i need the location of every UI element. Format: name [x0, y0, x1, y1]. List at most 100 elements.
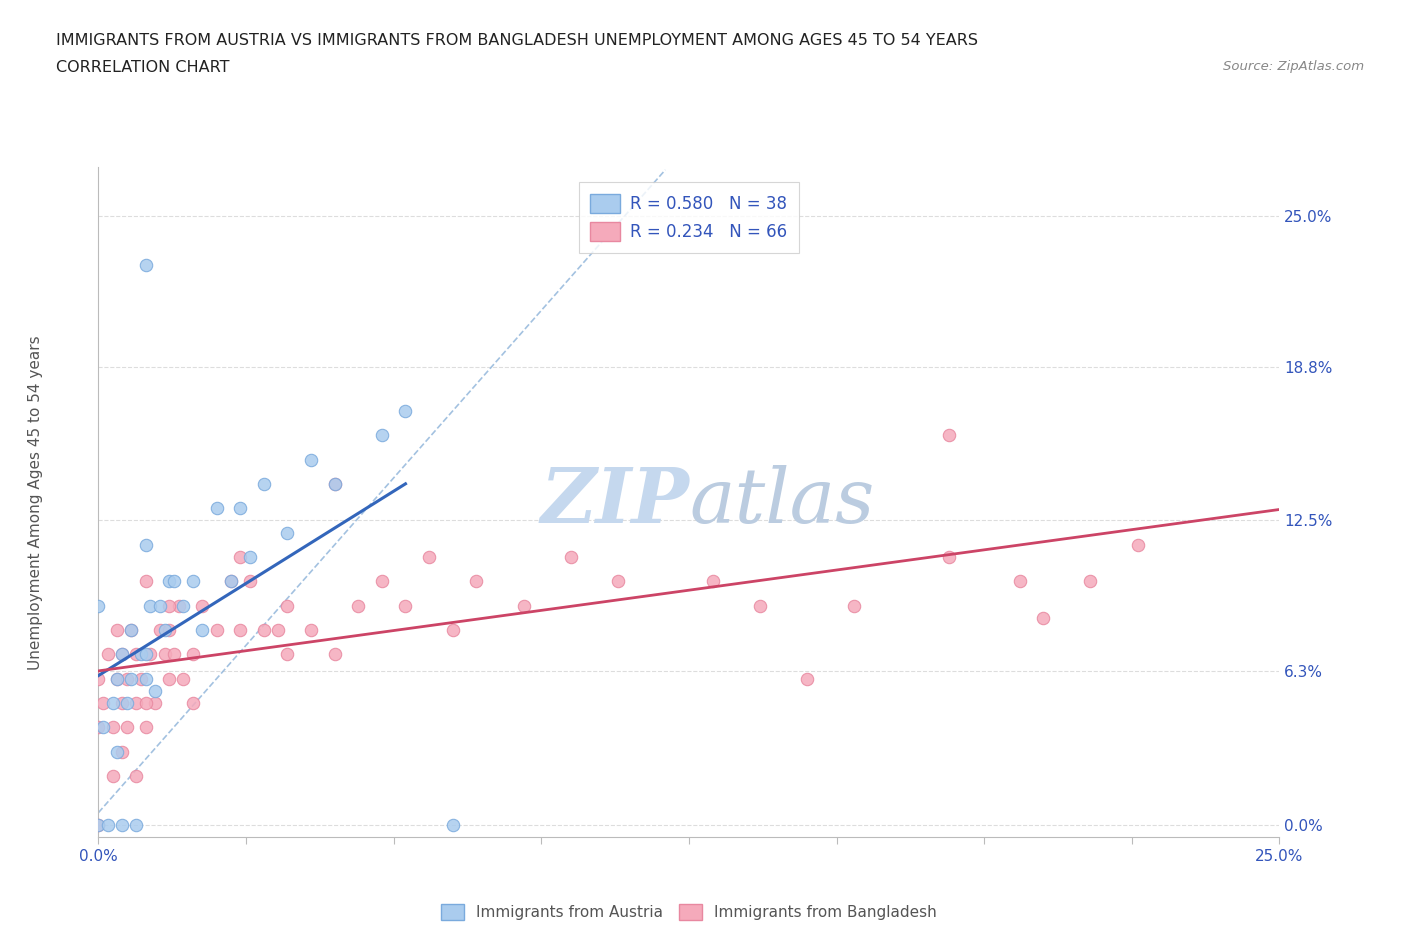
Point [465, 574, 488, 589]
Point [1008, 574, 1031, 589]
Point [135, 258, 157, 272]
Point [149, 598, 172, 613]
Point [163, 574, 186, 589]
Point [135, 696, 157, 711]
Text: IMMIGRANTS FROM AUSTRIA VS IMMIGRANTS FROM BANGLADESH UNEMPLOYMENT AMONG AGES 45: IMMIGRANTS FROM AUSTRIA VS IMMIGRANTS FR… [56, 33, 979, 47]
Point [512, 598, 534, 613]
Point [191, 598, 214, 613]
Point [111, 647, 134, 662]
Point [111, 744, 134, 759]
Point [87, 817, 110, 832]
Point [121, 671, 143, 686]
Point [111, 696, 134, 711]
Point [135, 574, 157, 589]
Point [323, 647, 346, 662]
Point [181, 696, 204, 711]
Point [938, 550, 960, 565]
Point [91, 696, 114, 711]
Point [87, 720, 110, 735]
Point [323, 476, 346, 491]
Point [1126, 538, 1149, 552]
Point [135, 538, 157, 552]
Point [441, 622, 464, 637]
Point [149, 622, 172, 637]
Point [191, 622, 214, 637]
Point [205, 501, 228, 516]
Point [139, 598, 162, 613]
Point [181, 647, 204, 662]
Point [121, 622, 143, 637]
Point [125, 817, 148, 832]
Point [125, 769, 148, 784]
Point [323, 476, 346, 491]
Point [371, 574, 394, 589]
Point [111, 647, 134, 662]
Point [347, 598, 370, 613]
Point [97, 817, 120, 832]
Text: Source: ZipAtlas.com: Source: ZipAtlas.com [1223, 60, 1364, 73]
Legend: Immigrants from Austria, Immigrants from Bangladesh: Immigrants from Austria, Immigrants from… [436, 898, 942, 926]
Point [844, 598, 866, 613]
Point [121, 622, 143, 637]
Point [143, 684, 166, 698]
Point [299, 452, 322, 467]
Point [172, 598, 194, 613]
Text: CORRELATION CHART: CORRELATION CHART [56, 60, 229, 75]
Point [267, 622, 290, 637]
Point [607, 574, 630, 589]
Point [129, 671, 152, 686]
Point [101, 769, 124, 784]
Point [135, 647, 157, 662]
Point [157, 574, 180, 589]
Point [91, 720, 114, 735]
Point [702, 574, 724, 589]
Point [394, 404, 416, 418]
Point [101, 720, 124, 735]
Point [172, 671, 194, 686]
Point [129, 647, 152, 662]
Point [153, 622, 176, 637]
Point [253, 476, 276, 491]
Point [299, 622, 322, 637]
Point [105, 622, 128, 637]
Point [97, 647, 120, 662]
Point [167, 598, 190, 613]
Point [1032, 610, 1054, 625]
Point [276, 598, 298, 613]
Point [115, 696, 138, 711]
Point [135, 720, 157, 735]
Point [1080, 574, 1102, 589]
Point [253, 622, 276, 637]
Point [87, 671, 110, 686]
Point [157, 671, 180, 686]
Point [229, 501, 252, 516]
Point [394, 598, 416, 613]
Point [125, 696, 148, 711]
Point [87, 598, 110, 613]
Point [111, 817, 134, 832]
Point [418, 550, 440, 565]
Point [139, 647, 162, 662]
Point [157, 622, 180, 637]
Point [938, 428, 960, 443]
Point [239, 550, 262, 565]
Point [87, 817, 110, 832]
Text: ZIP: ZIP [540, 465, 689, 539]
Point [125, 647, 148, 662]
Point [105, 671, 128, 686]
Point [371, 428, 394, 443]
Point [205, 622, 228, 637]
Point [181, 574, 204, 589]
Point [748, 598, 770, 613]
Point [101, 696, 124, 711]
Text: Unemployment Among Ages 45 to 54 years: Unemployment Among Ages 45 to 54 years [28, 335, 42, 670]
Point [163, 647, 186, 662]
Point [229, 622, 252, 637]
Point [143, 696, 166, 711]
Point [153, 647, 176, 662]
Point [105, 671, 128, 686]
Point [276, 525, 298, 540]
Point [276, 647, 298, 662]
Point [796, 671, 818, 686]
Point [115, 720, 138, 735]
